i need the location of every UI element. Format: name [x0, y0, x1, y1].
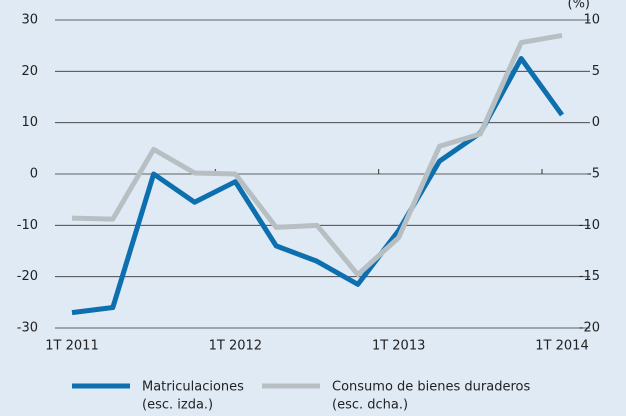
y-tick-label: -20	[17, 269, 38, 284]
y-tick-label: -10	[17, 218, 38, 233]
y-tick-label: 0	[30, 167, 38, 182]
y-tick-label: 20	[21, 64, 38, 79]
legend-label: Matriculaciones	[142, 380, 244, 395]
legend-label: Consumo de bienes duraderos	[332, 380, 530, 395]
y2-tick-label: -10	[579, 218, 600, 233]
x-tick-label: 1T 2013	[372, 339, 425, 354]
y2-tick-label: 0	[592, 115, 600, 130]
y2-tick-label: 5	[592, 64, 600, 79]
y2-tick-label: 10	[583, 13, 600, 28]
y2-tick-label: -5	[587, 167, 600, 182]
series-line	[71, 32, 563, 278]
legend-note: (esc. izda.)	[142, 398, 213, 413]
x-tick-label: 1T 2014	[535, 339, 588, 354]
y-tick-label: 10	[21, 115, 38, 130]
y2-tick-label: -20	[579, 321, 600, 336]
legend-note: (esc. dcha.)	[332, 398, 408, 413]
y-tick-label: -30	[17, 321, 38, 336]
unit-label: (%)	[568, 0, 591, 12]
series-line	[71, 56, 565, 316]
y-tick-label: 30	[21, 13, 38, 28]
y2-tick-label: -15	[579, 269, 600, 284]
x-tick-label: 1T 2012	[209, 339, 262, 354]
x-tick-label: 1T 2011	[45, 339, 98, 354]
